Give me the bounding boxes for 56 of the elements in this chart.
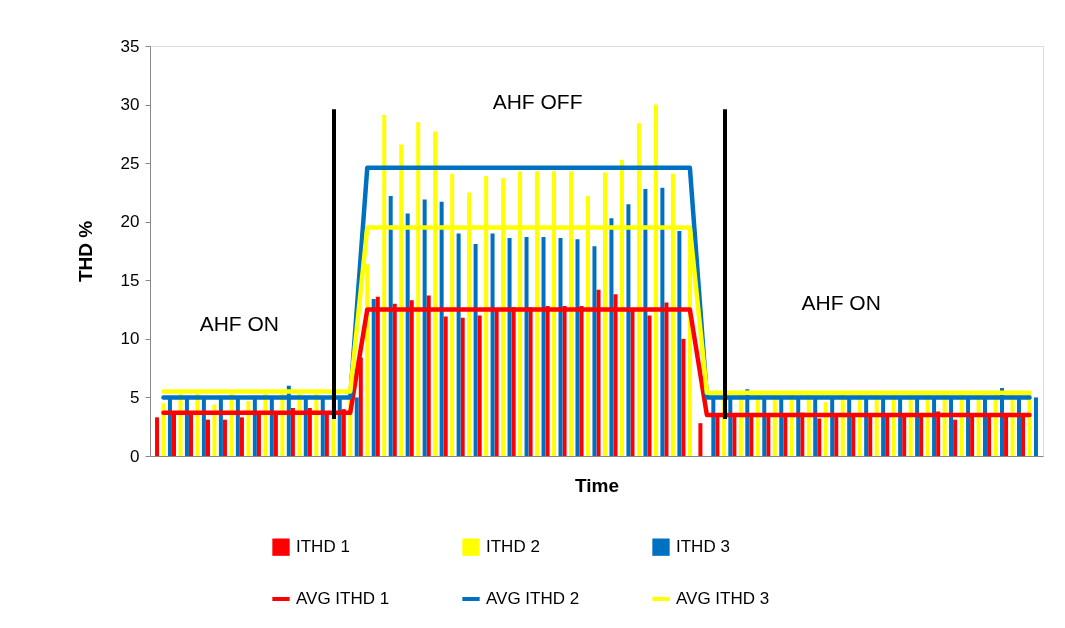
y-tick-label: 20 bbox=[120, 212, 140, 232]
bar bbox=[575, 239, 580, 456]
bar bbox=[609, 218, 614, 456]
bar bbox=[558, 238, 563, 456]
legend-label: AVG ITHD 2 bbox=[486, 589, 580, 608]
bar bbox=[212, 404, 217, 456]
bar bbox=[473, 243, 478, 456]
y-tick-label: 10 bbox=[120, 329, 140, 349]
legend-label: AVG ITHD 1 bbox=[296, 589, 390, 608]
bar bbox=[161, 403, 166, 456]
bar bbox=[626, 204, 631, 456]
bar bbox=[953, 419, 958, 456]
y-tick-label: 25 bbox=[120, 153, 140, 173]
bar bbox=[490, 233, 495, 456]
bar bbox=[681, 338, 686, 456]
bar bbox=[246, 400, 251, 456]
y-axis-title: THD % bbox=[74, 220, 96, 283]
bar bbox=[371, 299, 376, 456]
bar bbox=[524, 236, 529, 456]
legend-label: ITHD 3 bbox=[676, 537, 730, 557]
y-tick-label: 30 bbox=[120, 95, 140, 115]
y-tick-label: 35 bbox=[120, 36, 140, 56]
bar bbox=[477, 315, 482, 456]
bar bbox=[205, 419, 210, 456]
bar bbox=[460, 317, 465, 456]
annotation: AHF ON bbox=[801, 291, 881, 315]
bar bbox=[647, 315, 652, 456]
bar bbox=[155, 417, 160, 456]
y-tick-label: 5 bbox=[130, 387, 140, 407]
y-tick-label: 15 bbox=[120, 270, 140, 290]
bar bbox=[541, 236, 546, 456]
annotation: AHF ON bbox=[199, 311, 279, 335]
bar bbox=[1033, 397, 1038, 456]
bar bbox=[388, 195, 393, 456]
bar bbox=[443, 316, 448, 456]
x-axis-title: Time bbox=[574, 474, 620, 496]
legend-label: ITHD 2 bbox=[486, 537, 540, 557]
bar bbox=[823, 402, 828, 456]
bar bbox=[507, 238, 512, 456]
bar bbox=[677, 231, 682, 456]
bar bbox=[239, 417, 244, 456]
bar bbox=[439, 201, 444, 456]
y-tick-label: 0 bbox=[130, 446, 140, 466]
annotation: AHF OFF bbox=[492, 90, 583, 114]
bar bbox=[660, 187, 665, 456]
legend-label: AVG ITHD 3 bbox=[676, 589, 770, 608]
bar bbox=[456, 233, 461, 456]
bar bbox=[222, 419, 227, 456]
bar bbox=[354, 397, 359, 456]
bar bbox=[422, 199, 427, 456]
legend-label: ITHD 1 bbox=[296, 537, 350, 557]
bar bbox=[405, 213, 410, 456]
bar bbox=[592, 246, 597, 456]
bar bbox=[698, 423, 703, 456]
bar bbox=[643, 188, 648, 456]
bar bbox=[817, 418, 822, 456]
